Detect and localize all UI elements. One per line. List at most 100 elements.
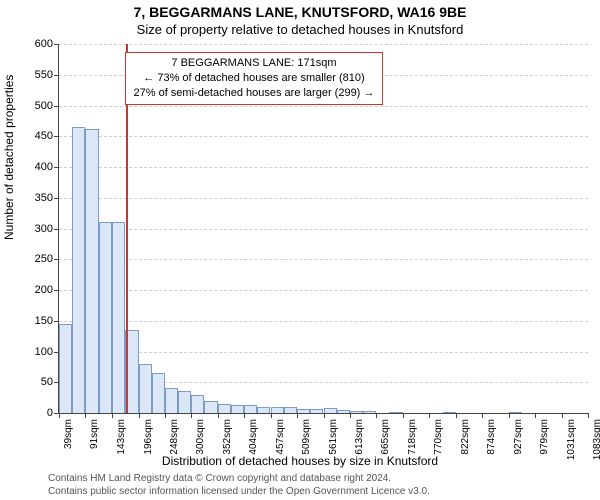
ytick-label: 0	[47, 407, 53, 419]
xtick-mark	[562, 413, 563, 418]
xtick-mark	[535, 413, 536, 418]
xtick-mark	[456, 413, 457, 418]
histogram-bar	[310, 409, 323, 413]
xtick-label: 352sqm	[222, 419, 233, 455]
histogram-bar	[99, 222, 112, 413]
y-axis-label: Number of detached properties	[2, 75, 16, 240]
histogram-bar	[218, 404, 231, 413]
ytick-label: 450	[35, 130, 53, 142]
xtick-mark	[588, 413, 589, 418]
attribution-line-2: Contains public sector information licen…	[48, 486, 430, 499]
xtick-label: 561sqm	[328, 419, 339, 455]
xtick-mark	[482, 413, 483, 418]
ytick-label: 400	[35, 161, 53, 173]
histogram-bar	[271, 407, 284, 413]
ytick-label: 300	[35, 223, 53, 235]
histogram-bar	[443, 412, 456, 413]
xtick-mark	[271, 413, 272, 418]
annotation-line: ← 73% of detached houses are smaller (81…	[134, 71, 375, 86]
gridline	[59, 229, 588, 230]
xtick-label: 457sqm	[275, 419, 286, 455]
ytick-mark	[54, 198, 59, 199]
annotation-line: 7 BEGGARMANS LANE: 171sqm	[134, 56, 375, 71]
xtick-label: 665sqm	[380, 419, 391, 455]
xtick-label: 718sqm	[407, 419, 418, 455]
xtick-label: 91sqm	[89, 419, 100, 449]
gridline	[59, 259, 588, 260]
chart-title-sub: Size of property relative to detached ho…	[0, 22, 600, 37]
xtick-label: 927sqm	[513, 419, 524, 455]
gridline	[59, 44, 588, 45]
xtick-mark	[218, 413, 219, 418]
histogram-bar	[350, 411, 363, 413]
histogram-bar	[85, 129, 98, 413]
ytick-mark	[54, 75, 59, 76]
histogram-bar	[324, 408, 337, 413]
histogram-bar	[112, 222, 125, 413]
xtick-label: 979sqm	[539, 419, 550, 455]
xtick-mark	[139, 413, 140, 418]
plot-area: 05010015020025030035040045050055060039sq…	[58, 44, 588, 414]
histogram-bar	[59, 324, 72, 413]
xtick-mark	[112, 413, 113, 418]
attribution-text: Contains HM Land Registry data © Crown c…	[48, 473, 430, 498]
ytick-label: 350	[35, 192, 53, 204]
gridline	[59, 106, 588, 107]
histogram-bar	[165, 388, 178, 413]
xtick-label: 770sqm	[433, 419, 444, 455]
ytick-mark	[54, 106, 59, 107]
ytick-mark	[54, 136, 59, 137]
histogram-bar	[178, 391, 191, 413]
xtick-mark	[429, 413, 430, 418]
histogram-bar	[389, 412, 402, 413]
gridline	[59, 321, 588, 322]
ytick-mark	[54, 259, 59, 260]
histogram-bar	[72, 127, 85, 413]
histogram-bar	[139, 364, 152, 413]
ytick-mark	[54, 321, 59, 322]
histogram-bar	[297, 409, 310, 413]
xtick-mark	[376, 413, 377, 418]
xtick-mark	[350, 413, 351, 418]
ytick-label: 100	[35, 346, 53, 358]
ytick-mark	[54, 290, 59, 291]
ytick-mark	[54, 167, 59, 168]
xtick-mark	[403, 413, 404, 418]
attribution-line-1: Contains HM Land Registry data © Crown c…	[48, 473, 430, 486]
ytick-label: 550	[35, 69, 53, 81]
xtick-label: 143sqm	[116, 419, 127, 455]
xtick-mark	[59, 413, 60, 418]
xtick-mark	[244, 413, 245, 418]
chart-title-main: 7, BEGGARMANS LANE, KNUTSFORD, WA16 9BE	[0, 4, 600, 20]
gridline	[59, 167, 588, 168]
histogram-bar	[284, 407, 297, 413]
ytick-mark	[54, 229, 59, 230]
xtick-label: 613sqm	[354, 419, 365, 455]
gridline	[59, 198, 588, 199]
annotation-line: 27% of semi-detached houses are larger (…	[134, 86, 375, 101]
xtick-mark	[509, 413, 510, 418]
xtick-label: 39sqm	[63, 419, 74, 449]
xtick-label: 404sqm	[248, 419, 259, 455]
gridline	[59, 136, 588, 137]
xtick-mark	[165, 413, 166, 418]
xtick-mark	[85, 413, 86, 418]
histogram-bar	[231, 405, 244, 413]
xtick-label: 300sqm	[195, 419, 206, 455]
histogram-bar	[257, 407, 270, 413]
ytick-label: 150	[35, 315, 53, 327]
xtick-label: 874sqm	[486, 419, 497, 455]
histogram-bar	[244, 405, 257, 413]
histogram-bar	[191, 395, 204, 413]
histogram-bar	[363, 411, 376, 413]
annotation-box: 7 BEGGARMANS LANE: 171sqm← 73% of detach…	[125, 52, 384, 105]
ytick-mark	[54, 44, 59, 45]
ytick-label: 600	[35, 38, 53, 50]
ytick-label: 500	[35, 100, 53, 112]
xtick-mark	[191, 413, 192, 418]
x-axis-label: Distribution of detached houses by size …	[0, 454, 600, 468]
xtick-label: 509sqm	[301, 419, 312, 455]
histogram-bar	[509, 412, 522, 413]
histogram-bar	[204, 401, 217, 413]
gridline	[59, 290, 588, 291]
